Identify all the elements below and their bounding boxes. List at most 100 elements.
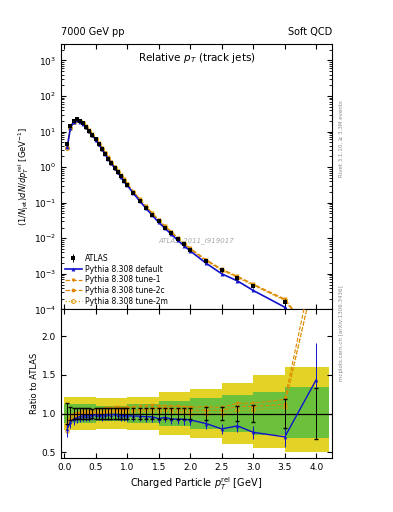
Pythia 8.308 tune-2c: [106, 155, 110, 161]
Pythia 8.308 tune-2m: [156, 218, 161, 224]
Legend: ATLAS, Pythia 8.308 default, Pythia 8.308 tune-1, Pythia 8.308 tune-2c, Pythia 8: ATLAS, Pythia 8.308 default, Pythia 8.30…: [63, 252, 170, 307]
Pythia 8.308 default: [103, 151, 107, 157]
Pythia 8.308 tune-2m: [84, 124, 88, 130]
Pythia 8.308 default: [96, 141, 101, 147]
Text: mcplots.cern.ch [arXiv:1306.3436]: mcplots.cern.ch [arXiv:1306.3436]: [339, 285, 344, 380]
Pythia 8.308 tune-2c: [131, 189, 136, 195]
Pythia 8.308 tune-2c: [121, 177, 126, 183]
Pythia 8.308 tune-2c: [144, 204, 149, 210]
Pythia 8.308 default: [106, 156, 110, 162]
Pythia 8.308 tune-1: [90, 131, 95, 137]
Pythia 8.308 tune-1: [125, 181, 129, 187]
Pythia 8.308 tune-1: [99, 145, 104, 151]
Pythia 8.308 tune-1: [150, 210, 155, 216]
Pythia 8.308 tune-1: [182, 240, 186, 246]
Pythia 8.308 tune-1: [115, 168, 120, 174]
Pythia 8.308 default: [251, 287, 255, 293]
Pythia 8.308 tune-2m: [109, 160, 114, 166]
Pythia 8.308 tune-2m: [65, 145, 70, 151]
Pythia 8.308 tune-2c: [74, 117, 79, 123]
Pythia 8.308 default: [175, 237, 180, 243]
Pythia 8.308 tune-2c: [84, 124, 88, 130]
Pythia 8.308 tune-2m: [103, 151, 107, 157]
Pythia 8.308 tune-1: [96, 140, 101, 146]
Pythia 8.308 tune-2m: [99, 145, 104, 152]
Pythia 8.308 tune-2m: [90, 132, 95, 138]
Pythia 8.308 default: [144, 205, 149, 211]
Pythia 8.308 tune-2c: [188, 246, 193, 252]
Pythia 8.308 tune-1: [156, 217, 161, 223]
Line: Pythia 8.308 tune-1: Pythia 8.308 tune-1: [65, 117, 318, 342]
Pythia 8.308 tune-2c: [93, 136, 98, 142]
Pythia 8.308 default: [156, 219, 161, 225]
Pythia 8.308 tune-1: [106, 154, 110, 160]
Pythia 8.308 tune-2m: [115, 169, 120, 175]
Pythia 8.308 tune-2c: [169, 229, 174, 236]
Pythia 8.308 tune-2c: [99, 145, 104, 152]
Pythia 8.308 tune-1: [144, 203, 149, 209]
Pythia 8.308 tune-2c: [68, 124, 73, 131]
Pythia 8.308 tune-1: [163, 223, 167, 229]
Pythia 8.308 default: [84, 124, 88, 131]
Pythia 8.308 tune-2c: [156, 217, 161, 223]
Pythia 8.308 tune-2m: [118, 173, 123, 179]
Pythia 8.308 tune-1: [68, 124, 73, 130]
Pythia 8.308 tune-2c: [219, 267, 224, 273]
Pythia 8.308 tune-2m: [314, 338, 319, 344]
Pythia 8.308 tune-2c: [163, 223, 167, 229]
Pythia 8.308 tune-1: [169, 229, 174, 235]
Pythia 8.308 tune-2m: [74, 117, 79, 123]
Y-axis label: Ratio to ATLAS: Ratio to ATLAS: [30, 353, 39, 414]
Pythia 8.308 tune-2m: [175, 236, 180, 242]
Pythia 8.308 tune-2m: [204, 258, 208, 264]
Pythia 8.308 tune-2c: [115, 168, 120, 175]
Pythia 8.308 tune-2m: [96, 141, 101, 147]
Pythia 8.308 tune-2c: [96, 140, 101, 146]
Text: ATLAS_2011_I919017: ATLAS_2011_I919017: [159, 237, 234, 244]
Pythia 8.308 default: [90, 133, 95, 139]
Pythia 8.308 tune-2c: [235, 274, 240, 280]
Pythia 8.308 default: [125, 182, 129, 188]
Pythia 8.308 tune-1: [74, 116, 79, 122]
Pythia 8.308 tune-2c: [109, 159, 114, 165]
Text: Soft QCD: Soft QCD: [288, 27, 332, 37]
Pythia 8.308 default: [68, 125, 73, 131]
Pythia 8.308 tune-2m: [81, 120, 85, 126]
Pythia 8.308 tune-1: [103, 150, 107, 156]
Pythia 8.308 tune-2c: [87, 127, 92, 134]
Pythia 8.308 tune-2m: [138, 197, 142, 203]
Pythia 8.308 default: [235, 278, 240, 284]
Pythia 8.308 default: [77, 118, 82, 124]
Pythia 8.308 default: [169, 231, 174, 237]
Pythia 8.308 tune-1: [283, 296, 287, 302]
Y-axis label: $(1/N_{\rm jet})dN/dp_T^{\rm rel}$ [GeV$^{-1}$]: $(1/N_{\rm jet})dN/dp_T^{\rm rel}$ [GeV$…: [17, 127, 31, 226]
Pythia 8.308 default: [71, 119, 76, 125]
Pythia 8.308 tune-1: [251, 281, 255, 287]
Pythia 8.308 tune-2m: [93, 136, 98, 142]
Pythia 8.308 tune-1: [131, 188, 136, 195]
Pythia 8.308 tune-1: [314, 337, 319, 343]
Pythia 8.308 tune-2m: [163, 224, 167, 230]
Pythia 8.308 tune-2m: [188, 246, 193, 252]
Pythia 8.308 default: [118, 174, 123, 180]
Pythia 8.308 tune-1: [112, 164, 117, 170]
Pythia 8.308 tune-1: [109, 159, 114, 165]
Pythia 8.308 tune-2m: [87, 128, 92, 134]
Pythia 8.308 tune-1: [204, 257, 208, 263]
Pythia 8.308 default: [109, 160, 114, 166]
Pythia 8.308 tune-2c: [182, 241, 186, 247]
Pythia 8.308 default: [115, 169, 120, 176]
Pythia 8.308 tune-2m: [112, 164, 117, 170]
Pythia 8.308 tune-1: [81, 120, 85, 126]
Pythia 8.308 tune-2c: [175, 235, 180, 241]
Pythia 8.308 tune-2c: [103, 150, 107, 156]
Pythia 8.308 default: [138, 198, 142, 204]
Pythia 8.308 tune-2m: [68, 125, 73, 131]
Pythia 8.308 tune-1: [84, 123, 88, 130]
Pythia 8.308 default: [283, 304, 287, 310]
Pythia 8.308 tune-2c: [283, 297, 287, 303]
Pythia 8.308 tune-1: [235, 273, 240, 280]
Pythia 8.308 default: [65, 144, 70, 151]
Pythia 8.308 tune-1: [175, 234, 180, 241]
Pythia 8.308 tune-2c: [112, 164, 117, 170]
